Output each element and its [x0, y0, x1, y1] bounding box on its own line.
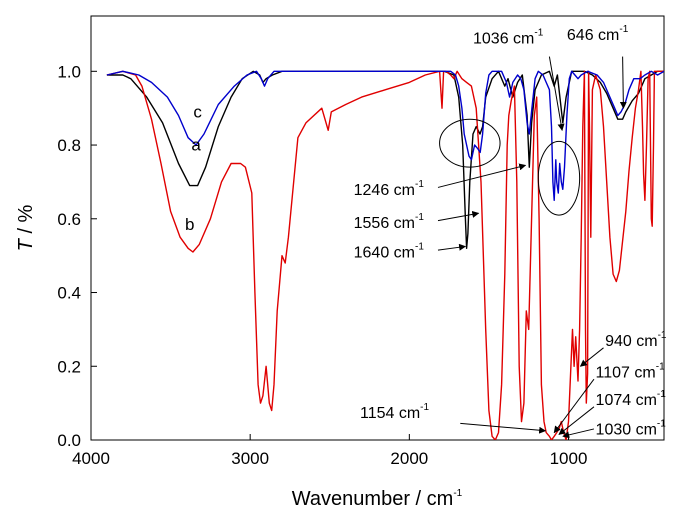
ann-1036-label: 1036 cm-1 [473, 28, 544, 48]
curve-label-b: b [185, 215, 194, 234]
y-tick-label: 0.6 [57, 210, 81, 229]
ann-1246-label: 1246 cm-1 [354, 179, 425, 199]
series-group [106, 70, 664, 440]
y-tick-label: 1.0 [57, 62, 81, 81]
ann-646-arrow [619, 56, 627, 109]
ann-1107-label: 1107 cm-1 [596, 361, 666, 381]
ann-1246-arrow [437, 163, 527, 188]
ann-940-label: 940 cm-1 [605, 330, 667, 350]
ann-1154-label: 1154 cm-1 [360, 402, 430, 422]
ann-1556-arrow [437, 210, 480, 222]
ann-1640-arrow [437, 243, 467, 251]
annotations-group: 1036 cm-1 646 cm-1 1246 cm-1 1556 cm-1 1640 … [354, 24, 667, 439]
ann-940-arrow [579, 347, 604, 367]
y-tick-label: 0.4 [57, 284, 81, 303]
x-axis-title: Wavenumber / cm-1 [292, 488, 463, 510]
ann-1030-arrow [562, 428, 595, 439]
plot-frame [90, 15, 665, 441]
curve-label-c: c [193, 102, 202, 121]
x-tick-label: 1000 [550, 449, 588, 468]
ann-646-label: 646 cm-1 [567, 24, 629, 44]
ann-1107-arrow [553, 378, 595, 434]
y-tick-label: 0.0 [57, 431, 81, 450]
curve-label-a: a [191, 136, 201, 155]
ann-1036-arrow [548, 56, 565, 131]
y-axis-title: T / % [15, 204, 37, 251]
x-tick-label: 4000 [72, 449, 110, 468]
ann-1074-label: 1074 cm-1 [596, 389, 667, 409]
ellipse-1036 [537, 140, 581, 216]
axis-ticks: 4000 3000 2000 1000 0.0 0.2 0.4 0.6 0.8 1.0 [57, 62, 587, 468]
x-tick-label: 3000 [231, 449, 269, 468]
ann-1030-label: 1030 cm-1 [596, 418, 667, 438]
series-line-c [106, 70, 664, 201]
ann-1640-label: 1640 cm-1 [354, 241, 425, 261]
ann-1556-label: 1556 cm-1 [354, 212, 425, 232]
ann-1074-arrow [558, 406, 595, 435]
curve-labels-group: a b c [185, 102, 202, 233]
y-tick-label: 0.2 [57, 357, 81, 376]
y-tick-label: 0.8 [57, 136, 81, 155]
x-tick-label: 2000 [390, 449, 428, 468]
ann-1154-arrow [460, 422, 547, 434]
series-line-b [106, 70, 664, 440]
ellipse-amide [439, 118, 501, 168]
